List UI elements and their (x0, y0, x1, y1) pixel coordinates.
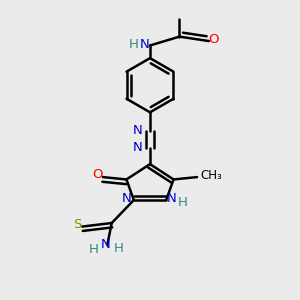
Text: H: H (129, 38, 139, 50)
Text: S: S (74, 218, 82, 231)
Text: N: N (122, 192, 132, 205)
Text: N: N (167, 192, 176, 205)
Text: H: H (114, 242, 123, 255)
Text: N: N (133, 124, 142, 137)
Text: N: N (133, 141, 142, 154)
Text: CH₃: CH₃ (200, 169, 222, 182)
Text: N: N (140, 38, 150, 50)
Text: N: N (101, 238, 111, 251)
Text: O: O (208, 33, 219, 46)
Text: H: H (178, 196, 187, 209)
Text: H: H (89, 243, 99, 256)
Text: O: O (92, 168, 103, 181)
